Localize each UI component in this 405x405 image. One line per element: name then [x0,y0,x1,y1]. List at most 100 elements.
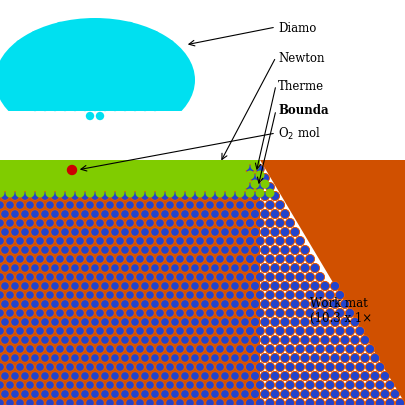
Circle shape [181,229,188,236]
Circle shape [71,264,79,272]
Circle shape [345,381,353,389]
Circle shape [181,301,188,308]
Circle shape [355,399,363,405]
Circle shape [305,290,314,300]
Circle shape [245,292,253,299]
Circle shape [311,354,318,362]
Circle shape [0,326,5,336]
Circle shape [305,345,313,353]
Circle shape [180,68,189,76]
Circle shape [251,175,258,182]
Circle shape [350,371,359,381]
Circle shape [325,381,333,389]
Circle shape [320,283,328,290]
Circle shape [0,290,5,300]
Circle shape [16,363,24,371]
Circle shape [281,318,288,326]
Circle shape [186,273,193,281]
Circle shape [36,273,44,281]
Circle shape [21,193,29,200]
Circle shape [344,344,354,354]
Circle shape [150,85,159,94]
Circle shape [105,380,115,390]
Circle shape [271,193,278,200]
Circle shape [355,399,363,405]
Circle shape [81,85,89,94]
Circle shape [75,237,85,246]
Circle shape [100,180,109,189]
Circle shape [395,399,403,405]
Circle shape [80,228,90,237]
Circle shape [76,238,83,245]
Circle shape [10,371,20,381]
Circle shape [136,309,143,317]
Circle shape [314,344,324,354]
Circle shape [325,381,333,389]
Circle shape [115,290,124,300]
Circle shape [299,335,309,345]
Circle shape [160,281,169,291]
Circle shape [81,104,89,112]
Circle shape [106,399,113,405]
Circle shape [166,238,173,245]
Circle shape [91,229,98,236]
Circle shape [205,255,214,264]
Circle shape [180,192,189,201]
Circle shape [296,363,303,371]
Circle shape [116,381,124,389]
Circle shape [271,283,278,290]
Circle shape [294,362,304,372]
Circle shape [20,389,30,399]
Circle shape [350,335,359,345]
Circle shape [215,344,224,354]
Circle shape [245,201,254,210]
Circle shape [80,264,90,273]
Circle shape [260,335,269,345]
Circle shape [70,180,79,189]
Circle shape [330,372,338,380]
Circle shape [50,245,60,255]
Circle shape [344,309,354,318]
Circle shape [185,344,194,354]
Circle shape [121,372,128,380]
Circle shape [344,344,354,354]
Circle shape [31,32,39,40]
Circle shape [270,335,279,345]
Circle shape [311,318,318,326]
Circle shape [286,345,293,353]
Circle shape [294,309,304,318]
Circle shape [266,327,273,335]
Circle shape [294,237,304,246]
Circle shape [354,380,364,390]
Circle shape [230,353,239,363]
Circle shape [314,362,324,372]
Circle shape [45,309,55,318]
Circle shape [91,247,98,254]
Circle shape [176,399,183,405]
Circle shape [264,326,274,336]
Circle shape [11,162,19,171]
Circle shape [106,345,113,353]
Circle shape [150,162,159,171]
Circle shape [335,380,344,390]
Circle shape [210,353,219,363]
Circle shape [90,210,100,219]
Circle shape [271,337,278,344]
Circle shape [275,362,284,372]
Circle shape [125,171,134,180]
Circle shape [166,256,173,263]
Circle shape [86,327,94,335]
Circle shape [275,309,283,317]
Circle shape [270,318,279,327]
Circle shape [115,255,124,264]
Circle shape [141,390,149,398]
Circle shape [264,398,274,405]
Circle shape [141,68,149,76]
Circle shape [90,264,100,273]
Circle shape [110,162,119,171]
Circle shape [211,247,218,254]
Circle shape [320,372,328,380]
Circle shape [264,201,274,210]
Circle shape [56,363,64,371]
Circle shape [76,94,84,103]
